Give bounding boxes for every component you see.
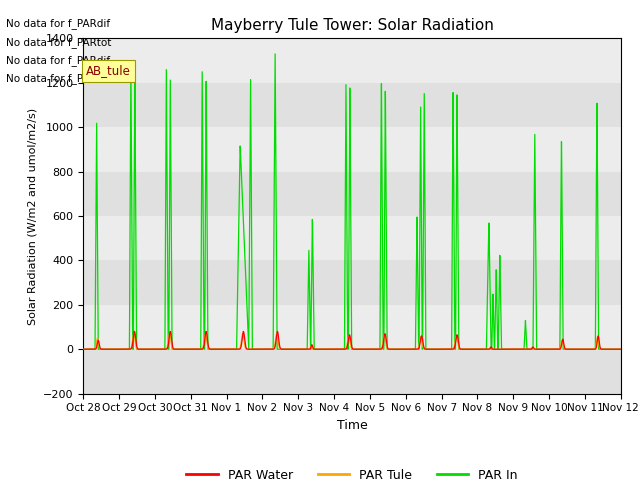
Bar (83, 127, 621, 172)
Bar (83, 260, 621, 305)
X-axis label: Time: Time (337, 419, 367, 432)
Bar (83, 349, 621, 394)
Bar (83, 83, 621, 127)
Text: No data for f_PARtot: No data for f_PARtot (6, 36, 112, 48)
Legend: PAR Water, PAR Tule, PAR In: PAR Water, PAR Tule, PAR In (181, 464, 523, 480)
Bar (83, 305, 621, 349)
Y-axis label: Solar Radiation (W/m2 and umol/m2/s): Solar Radiation (W/m2 and umol/m2/s) (28, 108, 37, 324)
Bar (83, 38, 621, 83)
Text: AB_tule: AB_tule (86, 64, 131, 77)
Title: Mayberry Tule Tower: Solar Radiation: Mayberry Tule Tower: Solar Radiation (211, 18, 493, 33)
Text: No data for f_PARtot: No data for f_PARtot (6, 73, 112, 84)
Text: No data for f_PARdif: No data for f_PARdif (6, 18, 111, 29)
Text: No data for f_PARdif: No data for f_PARdif (6, 55, 111, 66)
Bar (83, 172, 621, 216)
Bar (83, 216, 621, 260)
